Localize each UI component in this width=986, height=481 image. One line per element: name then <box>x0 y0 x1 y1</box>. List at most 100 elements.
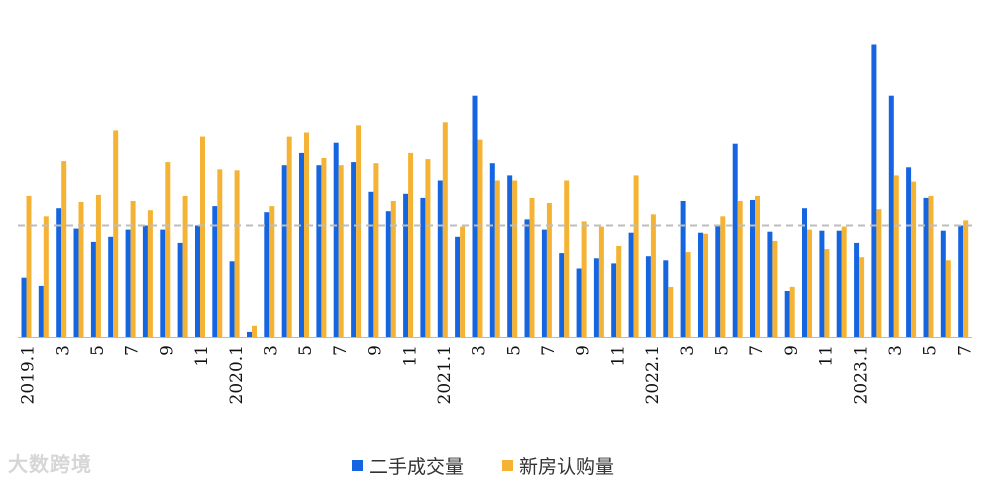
bar-series1-14 <box>269 206 275 337</box>
bar-series0-19 <box>351 162 357 337</box>
bar-series1-42 <box>755 195 760 337</box>
bar-series1-53 <box>945 260 951 337</box>
x-tick-label-26: 3 <box>470 345 490 356</box>
bar-series1-1 <box>43 216 49 337</box>
bar-series1-48 <box>859 257 865 337</box>
bar-series0-13 <box>247 331 252 337</box>
bar-series0-49 <box>871 44 877 337</box>
bar-series1-49 <box>876 209 882 337</box>
bar-series1-37 <box>668 286 674 337</box>
bar-series0-7 <box>142 225 148 337</box>
bar-series0-1 <box>38 285 44 337</box>
bar-series0-4 <box>90 241 96 337</box>
x-tick-label-6: 7 <box>123 345 143 356</box>
x-tick-label-32: 9 <box>574 345 594 356</box>
x-tick-label-8: 9 <box>157 345 177 356</box>
bar-series1-4 <box>95 194 101 337</box>
bar-series0-53 <box>940 230 946 337</box>
legend: 二手成交量 新房认购量 <box>352 452 614 479</box>
bar-series1-36 <box>650 214 656 337</box>
x-tick-label-34: 11 <box>608 345 628 367</box>
bar-series1-40 <box>720 216 726 337</box>
x-tick-label-54: 7 <box>955 345 975 356</box>
bar-series0-30 <box>541 229 547 337</box>
bar-series1-15 <box>286 136 292 337</box>
bar-series1-8 <box>165 162 171 337</box>
legend-swatch-series-0 <box>352 460 363 471</box>
bars-group <box>21 44 969 337</box>
bar-series0-3 <box>73 228 79 337</box>
bar-series1-52 <box>928 195 934 337</box>
bar-series0-36 <box>645 256 651 337</box>
bar-series0-47 <box>836 230 842 337</box>
bar-series1-27 <box>494 180 500 337</box>
bar-series0-37 <box>663 260 669 337</box>
bar-series1-3 <box>78 202 84 337</box>
x-tick-label-42: 7 <box>747 345 767 356</box>
x-tick-labels: 2019.1 3 5 7 9 11 2020.1 3 5 7 9 11 2021.1 3 5 7 9 11 2022… <box>19 345 976 404</box>
bar-series1-45 <box>807 229 812 337</box>
bar-series1-26 <box>477 139 483 337</box>
bar-series0-16 <box>299 152 304 337</box>
bar-series0-10 <box>195 225 200 337</box>
x-tick-label-36: 2022.1 <box>643 345 663 404</box>
bar-series0-50 <box>888 95 894 337</box>
bar-series1-10 <box>200 136 205 337</box>
x-tick-label-28: 5 <box>504 345 524 356</box>
bar-series0-14 <box>264 212 270 337</box>
bar-series0-34 <box>611 263 617 337</box>
bar-series1-44 <box>789 286 795 337</box>
x-tick-label-48: 2023.1 <box>851 345 871 404</box>
bar-series0-9 <box>177 242 183 337</box>
x-tick-label-16: 5 <box>296 345 316 356</box>
x-tick-label-40: 5 <box>713 345 733 356</box>
x-tick-label-18: 7 <box>331 345 351 356</box>
x-tick-label-2: 3 <box>53 345 73 356</box>
bar-series0-0 <box>21 277 27 337</box>
x-tick-label-50: 3 <box>886 345 906 356</box>
bar-series1-29 <box>529 197 535 337</box>
bar-chart: 2019.1 3 5 7 9 11 2020.1 3 5 7 9 11 2021.1 3 5 7 9 11 2022… <box>18 44 976 404</box>
bar-series1-31 <box>564 180 570 337</box>
bar-series1-6 <box>130 201 136 337</box>
bar-series1-50 <box>893 175 899 337</box>
legend-label-series-1: 新房认购量 <box>519 456 615 478</box>
bar-series0-38 <box>680 201 686 337</box>
bar-series0-22 <box>403 193 409 337</box>
bar-series0-12 <box>229 261 235 337</box>
bar-series1-24 <box>442 122 448 337</box>
bar-series1-12 <box>234 170 240 337</box>
bar-series1-35 <box>633 175 639 337</box>
x-tick-label-0: 2019.1 <box>19 345 39 404</box>
x-tick-label-24: 2021.1 <box>435 345 455 404</box>
watermark-logo: 大数跨境 <box>8 452 92 476</box>
bar-series1-30 <box>546 203 552 337</box>
bar-series1-11 <box>217 169 223 337</box>
bar-series0-44 <box>784 291 790 337</box>
bar-series0-25 <box>455 236 461 337</box>
bar-series1-9 <box>182 195 188 337</box>
legend-swatch-series-1 <box>502 460 514 471</box>
bar-series0-11 <box>212 206 218 337</box>
x-tick-label-4: 5 <box>88 345 108 356</box>
bar-series0-28 <box>507 175 513 337</box>
x-tick-label-30: 7 <box>539 345 559 356</box>
bar-series0-45 <box>802 208 807 337</box>
bar-series1-2 <box>61 161 67 337</box>
bar-series0-39 <box>698 232 703 337</box>
bar-series1-7 <box>147 210 153 337</box>
bar-series0-52 <box>923 197 929 337</box>
bar-series0-51 <box>906 167 912 337</box>
x-tick-label-14: 3 <box>262 345 282 356</box>
bar-series1-51 <box>911 181 917 337</box>
bar-series0-46 <box>819 230 825 337</box>
bar-series0-17 <box>316 165 322 337</box>
bar-series0-41 <box>732 143 738 337</box>
bar-series0-21 <box>385 211 391 337</box>
bar-series1-47 <box>841 226 847 337</box>
bar-series1-28 <box>512 180 518 337</box>
x-tick-label-38: 3 <box>678 345 698 356</box>
bar-series0-2 <box>56 208 62 337</box>
bar-series1-22 <box>408 152 414 337</box>
bar-series0-42 <box>750 200 755 337</box>
